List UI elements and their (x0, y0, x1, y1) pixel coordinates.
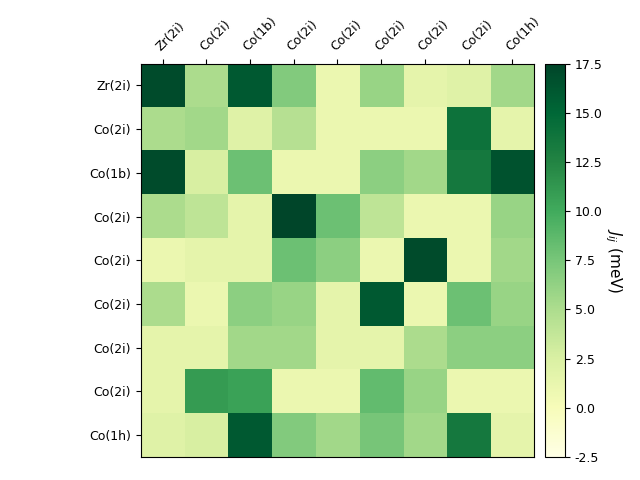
Y-axis label: $J_{ij}$ (meV): $J_{ij}$ (meV) (603, 228, 623, 293)
